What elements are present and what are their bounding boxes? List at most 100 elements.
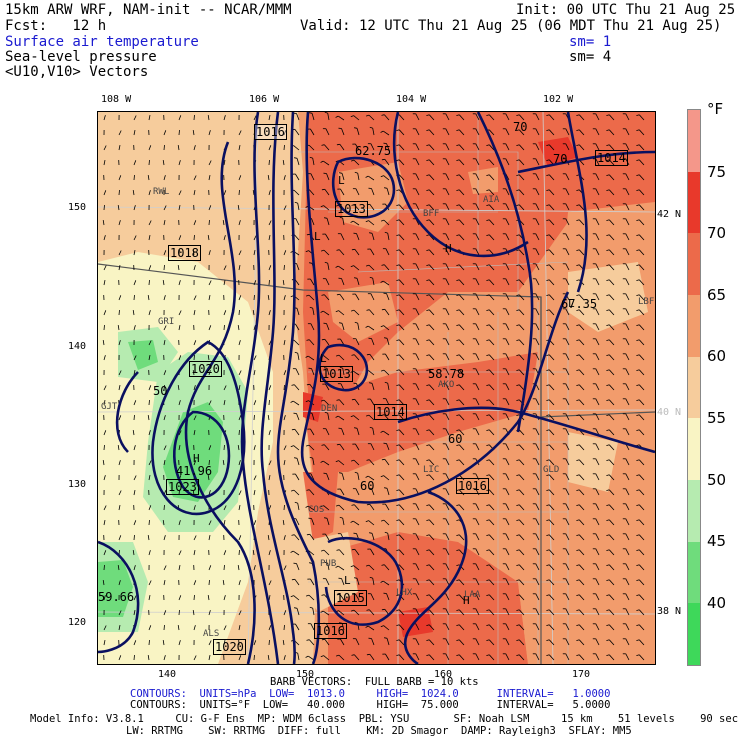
wind-barb bbox=[283, 220, 286, 226]
wind-barb bbox=[415, 638, 420, 646]
wind-barb-feather bbox=[516, 189, 520, 191]
wind-barb-feather bbox=[576, 549, 580, 551]
wind-barb-feather bbox=[426, 459, 430, 461]
wind-barb-feather bbox=[365, 114, 370, 117]
wind-barb bbox=[223, 324, 225, 331]
field-surface-temp: Surface air temperature bbox=[5, 34, 199, 50]
wind-barb bbox=[238, 580, 241, 586]
wind-barb-feather bbox=[426, 339, 430, 341]
wind-barb bbox=[639, 114, 645, 121]
wind-barb bbox=[368, 520, 375, 526]
wind-barb bbox=[383, 369, 390, 376]
low-marker: L bbox=[344, 574, 351, 587]
wind-barb bbox=[489, 579, 495, 586]
wind-barb bbox=[118, 655, 122, 661]
wind-barb bbox=[237, 445, 240, 451]
wind-barb bbox=[489, 309, 495, 316]
wind-barb-feather bbox=[576, 534, 580, 536]
wind-barb bbox=[222, 460, 225, 466]
wind-barb bbox=[625, 353, 630, 361]
wind-barb-feather bbox=[339, 322, 343, 324]
wind-barb bbox=[178, 129, 180, 136]
wind-barb-feather bbox=[576, 114, 580, 116]
wind-barb bbox=[535, 548, 540, 556]
wind-barb bbox=[445, 233, 450, 241]
wind-barb bbox=[193, 310, 196, 316]
wind-barb bbox=[223, 444, 225, 451]
wind-barb-feather bbox=[636, 384, 640, 386]
wind-barb-feather bbox=[486, 189, 490, 191]
wind-barb bbox=[268, 310, 271, 316]
wind-barb bbox=[268, 625, 272, 631]
wind-barb bbox=[519, 189, 525, 196]
wind-barb bbox=[549, 639, 555, 646]
wind-barb bbox=[429, 459, 435, 466]
wind-barb bbox=[368, 370, 375, 376]
wind-barb bbox=[310, 473, 315, 481]
wind-barb bbox=[475, 533, 480, 541]
wind-barb bbox=[625, 143, 630, 151]
wind-barb bbox=[148, 519, 150, 526]
wind-barb bbox=[549, 414, 555, 421]
wind-barb bbox=[323, 655, 330, 661]
wind-barb bbox=[148, 220, 152, 226]
wind-barb bbox=[399, 159, 405, 166]
wind-barb bbox=[353, 265, 360, 271]
wind-barb bbox=[310, 428, 315, 436]
wind-barb-feather bbox=[546, 279, 550, 281]
wind-barb bbox=[565, 203, 570, 211]
wind-barb bbox=[519, 294, 525, 301]
lon-label: 102 W bbox=[543, 94, 574, 105]
wind-barb bbox=[309, 534, 315, 541]
wind-barb bbox=[118, 175, 122, 181]
wind-barb bbox=[535, 113, 540, 121]
wind-barb bbox=[505, 548, 510, 556]
wind-barb bbox=[475, 203, 480, 211]
wind-barb bbox=[535, 308, 540, 316]
wind-barb bbox=[178, 325, 181, 331]
wind-barb bbox=[609, 579, 615, 586]
pressure-label: 1016 bbox=[314, 623, 347, 639]
wind-barb bbox=[475, 503, 480, 511]
station-label: BFF bbox=[423, 209, 440, 219]
wind-barb bbox=[609, 399, 615, 406]
wind-barb bbox=[310, 278, 315, 286]
wind-barb bbox=[341, 128, 345, 136]
wind-barb bbox=[118, 220, 121, 226]
wind-barb-feather bbox=[354, 277, 358, 279]
wind-barb bbox=[429, 504, 435, 511]
wind-barb bbox=[296, 413, 300, 421]
wind-barb bbox=[237, 325, 240, 331]
wind-barb bbox=[609, 174, 615, 181]
wind-barb-feather bbox=[324, 411, 328, 414]
wind-barb bbox=[325, 383, 330, 391]
model-info-1: Model Info: V3.8.1 CU: G-F Ens MP: WDM 6… bbox=[30, 713, 739, 725]
wind-barb bbox=[293, 489, 300, 496]
wind-barb-feather bbox=[350, 159, 355, 162]
wind-barb bbox=[399, 444, 405, 451]
wind-barb bbox=[429, 609, 435, 616]
station-label: LAA bbox=[464, 590, 481, 600]
wind-barb bbox=[384, 459, 390, 466]
wind-barb bbox=[326, 473, 330, 481]
wind-barb bbox=[399, 219, 405, 226]
wind-barb-feather bbox=[486, 474, 490, 476]
wind-barb-feather bbox=[546, 654, 550, 656]
wind-barb-feather bbox=[320, 610, 324, 613]
wind-barb-feather bbox=[606, 549, 610, 551]
wind-barb bbox=[535, 563, 540, 571]
wind-barb bbox=[223, 115, 226, 121]
wind-barb bbox=[459, 309, 465, 316]
colorbar-swatch bbox=[688, 295, 700, 358]
wind-barb-feather bbox=[606, 519, 610, 521]
wind-barb bbox=[118, 460, 121, 466]
wind-barb bbox=[370, 398, 375, 406]
wind-barb-feather bbox=[456, 369, 460, 371]
wind-barb-feather bbox=[396, 339, 400, 341]
wind-barb bbox=[489, 534, 495, 541]
wind-barb bbox=[489, 324, 495, 331]
wind-barb bbox=[268, 340, 272, 346]
wind-barb bbox=[535, 263, 540, 271]
wind-barb bbox=[337, 115, 345, 121]
wind-barb-feather bbox=[516, 339, 520, 341]
